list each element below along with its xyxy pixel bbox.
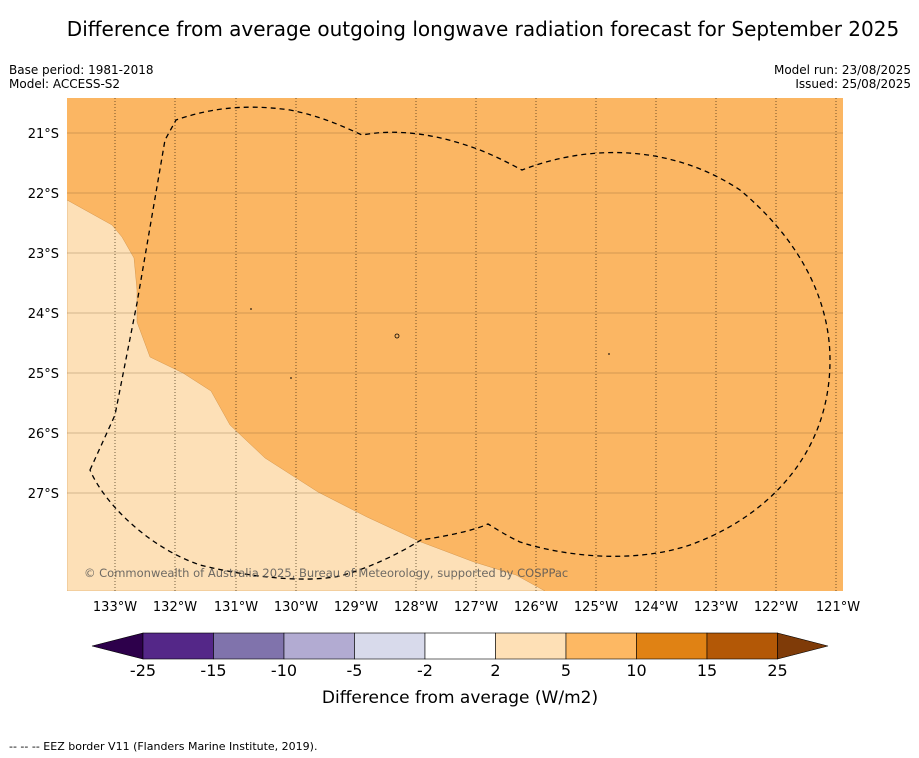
colorbar-swatch: [424, 632, 496, 660]
colorbar-swatch: [636, 632, 708, 660]
colorbar-swatch: [565, 632, 637, 660]
lat-label: 24°S: [28, 307, 59, 322]
lon-label: 132°W: [153, 600, 197, 615]
lon-label: 129°W: [334, 600, 378, 615]
colorbar-extend-low: [91, 632, 144, 660]
colorbar-swatch: [706, 632, 778, 660]
colorbar-label: Difference from average (W/m2): [322, 688, 598, 708]
lon-label: 130°W: [274, 600, 318, 615]
lat-label: 22°S: [28, 187, 59, 202]
colorbar-tick: 2: [490, 661, 500, 680]
colorbar-tick: -15: [200, 661, 226, 680]
longitude-labels: 133°W 132°W 131°W 130°W 129°W 128°W 127°…: [93, 600, 860, 615]
lon-label: 128°W: [394, 600, 438, 615]
colorbar-tick: -5: [347, 661, 363, 680]
colorbar-tick: -10: [271, 661, 297, 680]
colorbar-swatch: [142, 632, 214, 660]
colorbar-swatch: [213, 632, 285, 660]
latitude-labels: 21°S 22°S 23°S 24°S 25°S 26°S 27°S: [28, 127, 59, 502]
colorbar-tick: 5: [561, 661, 571, 680]
lon-label: 131°W: [214, 600, 258, 615]
footnote: -- -- -- EEZ border V11 (Flanders Marine…: [9, 740, 318, 753]
colorbar-tick: -25: [130, 661, 156, 680]
lon-label: 122°W: [754, 600, 798, 615]
colorbar-tick: 25: [767, 661, 787, 680]
model-run: Model run: 23/08/2025: [773, 63, 911, 77]
colorbar-tick: 15: [697, 661, 717, 680]
issued-date: Issued: 25/08/2025: [795, 77, 911, 91]
lon-label: 133°W: [93, 600, 137, 615]
colorbar-ticks: -25 -15 -10 -5 -2 2 5 10 15 25: [130, 661, 788, 680]
meta-right: Model run: 23/08/2025 Issued: 25/08/2025: [774, 63, 911, 91]
base-period: Base period: 1981-2018: [9, 63, 154, 77]
latitude-gridlines: [67, 132, 843, 494]
colorbar-swatch: [283, 632, 355, 660]
lon-label: 124°W: [634, 600, 678, 615]
lon-label: 123°W: [694, 600, 738, 615]
meta-left: Base period: 1981-2018 Model: ACCESS-S2: [9, 63, 154, 91]
lon-label: 126°W: [514, 600, 558, 615]
model-name: Model: ACCESS-S2: [9, 77, 121, 91]
colorbar: [91, 632, 829, 660]
island: [394, 333, 400, 339]
lon-label: 127°W: [454, 600, 498, 615]
colorbar-swatch: [354, 632, 426, 660]
colorbar-tick: -2: [417, 661, 433, 680]
lat-label: 26°S: [28, 427, 59, 442]
colorbar-swatch: [495, 632, 567, 660]
colorbar-extend-high: [777, 632, 829, 660]
colorbar-tick: 10: [626, 661, 646, 680]
lon-label: 121°W: [816, 600, 860, 615]
map-plot: © Commonwealth of Australia 2025, Bureau…: [67, 98, 843, 591]
map-title: Difference from average outgoing longwav…: [66, 17, 900, 41]
lon-label: 125°W: [574, 600, 618, 615]
lat-label: 25°S: [28, 367, 59, 382]
lat-label: 21°S: [28, 127, 59, 142]
lat-label: 27°S: [28, 487, 59, 502]
lat-label: 23°S: [28, 247, 59, 262]
eez-border: [89, 106, 831, 580]
copyright-text: © Commonwealth of Australia 2025, Bureau…: [84, 566, 568, 580]
longitude-gridlines: [114, 98, 837, 591]
